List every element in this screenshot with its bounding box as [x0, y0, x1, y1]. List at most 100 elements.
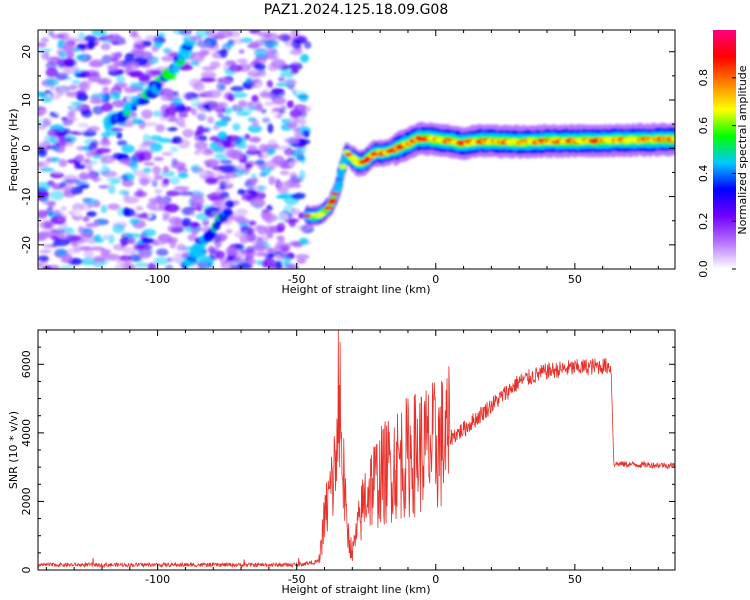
noise-blob: [177, 139, 191, 149]
noise-blob: [162, 177, 170, 185]
noise-blob: [177, 172, 189, 179]
noise-blob: [40, 37, 49, 43]
noise-blob: [116, 75, 126, 84]
noise-blob: [220, 224, 235, 231]
noise-blob: [118, 190, 130, 195]
noise-blob: [112, 223, 125, 234]
noise-blob: [298, 105, 312, 113]
noise-blob: [164, 203, 180, 213]
noise-blob: [97, 218, 105, 226]
noise-blob: [90, 94, 101, 104]
colorbar-tick-label: 0.4: [697, 165, 710, 183]
noise-blob: [106, 177, 121, 185]
noise-blob: [145, 35, 160, 41]
noise-blob: [143, 161, 155, 166]
noise-blob: [72, 202, 84, 212]
noise-blob: [90, 246, 105, 251]
noise-blob: [255, 190, 266, 201]
noise-blob: [199, 262, 207, 267]
noise-blob: [290, 30, 300, 39]
noise-blob: [59, 265, 74, 269]
noise-blob: [286, 228, 297, 235]
noise-blob: [100, 204, 108, 214]
noise-blob: [84, 35, 97, 42]
noise-blob: [59, 231, 72, 241]
noise-blob: [49, 190, 65, 201]
noise-blob: [162, 165, 170, 174]
noise-blob: [101, 170, 118, 178]
noise-blob: [155, 124, 166, 133]
noise-blob: [38, 262, 44, 268]
noise-blob: [82, 198, 99, 205]
noise-blob: [113, 265, 130, 269]
noise-blob: [249, 177, 257, 185]
noise-blob: [175, 117, 186, 126]
noise-blob: [278, 76, 286, 83]
noise-blob: [148, 56, 160, 65]
noise-blob: [257, 185, 266, 191]
noise-blob: [190, 195, 205, 206]
noise-blob: [278, 141, 289, 149]
noise-blob: [280, 104, 287, 115]
noise-blob: [42, 197, 50, 203]
noise-blob: [65, 118, 75, 124]
noise-blob: [100, 43, 111, 51]
noise-blob: [64, 187, 71, 197]
x-tick-label: 50: [568, 573, 582, 586]
noise-blob: [108, 234, 115, 244]
noise-blob: [275, 194, 288, 199]
noise-blob: [268, 175, 276, 186]
noise-blob: [58, 158, 68, 168]
noise-blob: [191, 164, 201, 174]
y-tick-label: 0: [20, 145, 33, 152]
noise-blob: [250, 136, 262, 143]
noise-blob: [169, 146, 179, 153]
noise-blob: [294, 84, 310, 94]
noise-blob: [117, 140, 128, 146]
noise-blob: [296, 258, 307, 264]
noise-blob: [134, 262, 150, 268]
ridge-blob: [669, 136, 675, 142]
noise-blob: [238, 99, 247, 107]
noise-blob: [263, 41, 279, 49]
noise-blob: [153, 40, 163, 49]
noise-blob: [154, 188, 163, 194]
streak-blob: [183, 40, 197, 47]
noise-blob: [139, 151, 152, 161]
noise-blob: [53, 238, 70, 247]
noise-blob: [247, 79, 260, 84]
noise-blob: [296, 138, 311, 145]
noise-blob: [126, 233, 142, 239]
ridge-blob: [338, 164, 347, 169]
noise-blob: [129, 218, 141, 225]
noise-blob: [60, 206, 67, 211]
noise-blob: [45, 93, 52, 99]
noise-blob: [216, 30, 233, 38]
noise-blob: [122, 246, 137, 255]
noise-blob: [53, 209, 61, 216]
noise-blob: [259, 91, 276, 99]
noise-blob: [293, 132, 305, 138]
noise-blob: [220, 191, 230, 199]
noise-blob: [275, 241, 284, 249]
noise-blob: [261, 117, 271, 124]
noise-blob: [70, 130, 83, 136]
noise-blob: [283, 255, 291, 266]
x-tick-label: -100: [145, 273, 170, 286]
ridge-blob: [335, 179, 343, 190]
colorbar-tick-label: 0.8: [697, 69, 710, 87]
snr-ylabel: SNR (10 * v/v): [7, 411, 20, 489]
noise-blob: [255, 159, 266, 164]
noise-blob: [261, 36, 268, 44]
noise-blob: [79, 174, 92, 180]
noise-blob: [234, 230, 243, 239]
noise-blob: [165, 49, 176, 57]
noise-blob: [219, 159, 233, 164]
noise-blob: [195, 108, 207, 118]
noise-blob: [137, 175, 153, 184]
noise-blob: [161, 151, 174, 156]
noise-blob: [235, 111, 251, 117]
noise-blob: [219, 116, 231, 122]
noise-blob: [116, 258, 130, 266]
noise-blob: [161, 55, 176, 62]
